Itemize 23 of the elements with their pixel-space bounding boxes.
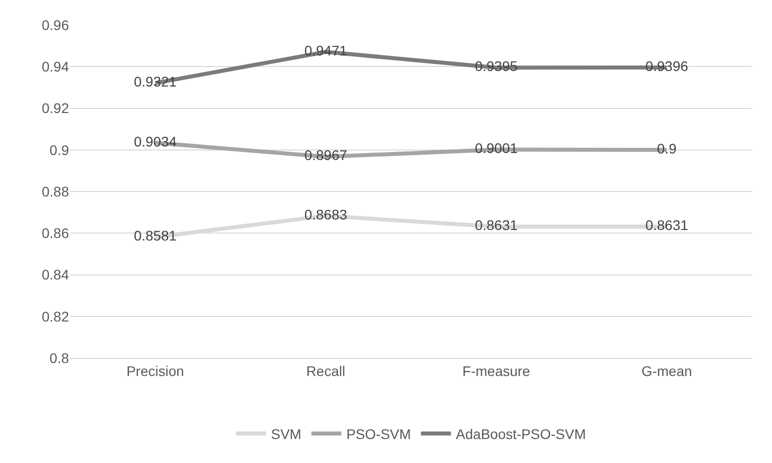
data-label: 0.8683 — [304, 206, 348, 222]
y-tick-label: 0.8 — [50, 350, 70, 366]
data-label: 0.9034 — [134, 133, 177, 150]
x-tick-label: G-mean — [641, 362, 692, 379]
y-tick-label: 0.82 — [42, 308, 70, 324]
y-tick-label: 0.86 — [42, 225, 70, 242]
x-tick-label: F-measure — [462, 362, 530, 379]
data-label: 0.8631 — [474, 217, 518, 234]
y-tick-label: 0.92 — [42, 100, 70, 116]
data-label: 0.8581 — [134, 228, 177, 244]
x-tick-label: Precision — [126, 362, 184, 379]
y-tick-label: 0.9 — [50, 142, 70, 158]
legend-label: SVM — [271, 426, 302, 442]
y-tick-label: 0.94 — [42, 58, 70, 75]
x-tick-label: Recall — [306, 362, 346, 379]
legend-label: AdaBoost-PSO-SVM — [456, 426, 586, 442]
data-label: 0.9396 — [645, 58, 688, 74]
y-tick-label: 0.96 — [42, 16, 70, 33]
legend-label: PSO-SVM — [346, 426, 411, 442]
y-tick-label: 0.84 — [42, 266, 70, 283]
data-label: 0.8631 — [645, 217, 688, 234]
y-tick-label: 0.88 — [42, 183, 70, 200]
data-label: 0.9 — [657, 140, 677, 156]
